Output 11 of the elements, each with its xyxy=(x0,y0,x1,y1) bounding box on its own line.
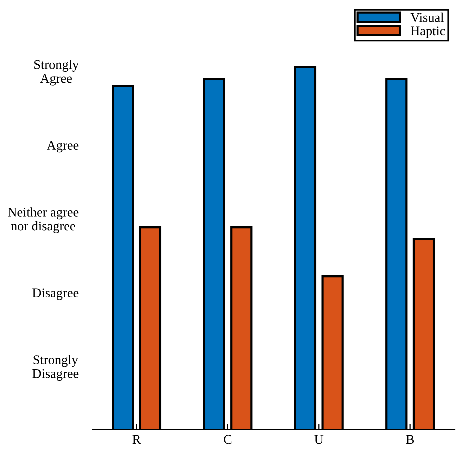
text: Strongly Disagree xyxy=(32,355,79,382)
x-tick-label: B xyxy=(406,435,414,444)
text: Strongly Agree xyxy=(34,60,80,86)
x-tick-label: R xyxy=(132,435,142,444)
legend-label: Visual xyxy=(410,12,444,22)
text: Neither agree nor disagree xyxy=(8,208,79,234)
text: Disagree xyxy=(32,288,79,300)
legend-label: Haptic xyxy=(410,26,446,38)
text: Agree xyxy=(47,141,79,153)
x-tick-label: U xyxy=(314,435,324,444)
x-tick-label: C xyxy=(224,435,232,444)
